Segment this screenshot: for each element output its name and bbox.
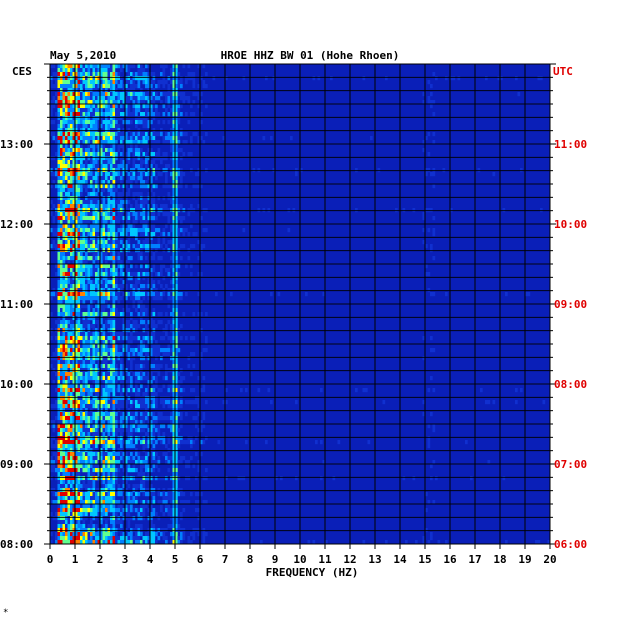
right-tick-label: 08:00 xyxy=(554,378,587,391)
x-tick-label: 14 xyxy=(393,553,407,566)
right-time-axis: 06:00 07:00 08:00 09:00 10:00 11:00 xyxy=(550,63,587,551)
left-tick-label: 08:00 xyxy=(0,538,33,551)
right-axis-label: UTC xyxy=(553,65,573,78)
left-tick-label: 10:00 xyxy=(0,378,33,391)
x-tick-label: 20 xyxy=(543,553,556,566)
x-tick-label: 19 xyxy=(518,553,531,566)
x-axis-label: FREQUENCY (HZ) xyxy=(266,566,359,579)
left-tick-label: 09:00 xyxy=(0,458,33,471)
grid-lines xyxy=(50,63,550,545)
x-tick-label: 7 xyxy=(222,553,229,566)
x-tick-label: 8 xyxy=(247,553,254,566)
chart-title: HROE HHZ BW 01 (Hohe Rhoen) xyxy=(221,49,400,62)
x-tick-label: 2 xyxy=(97,553,104,566)
x-tick-label: 1 xyxy=(72,553,79,566)
left-tick-label: 12:00 xyxy=(0,218,33,231)
right-tick-label: 06:00 xyxy=(554,538,587,551)
x-tick-label: 11 xyxy=(318,553,332,566)
x-tick-label: 16 xyxy=(443,553,457,566)
x-tick-label: 3 xyxy=(122,553,129,566)
x-tick-label: 15 xyxy=(418,553,431,566)
date-label: May 5,2010 xyxy=(50,49,116,62)
corner-mark: * xyxy=(3,608,8,618)
heatmap-cells xyxy=(50,64,550,544)
right-tick-label: 10:00 xyxy=(554,218,587,231)
left-tick-label: 11:00 xyxy=(0,298,33,311)
left-axis-label: CES xyxy=(12,65,32,78)
x-tick-label: 0 xyxy=(47,553,54,566)
x-tick-label: 10 xyxy=(293,553,306,566)
left-time-axis: 08:00 09:00 10:00 11:00 12:00 13:00 xyxy=(0,63,50,551)
x-tick-label: 17 xyxy=(468,553,481,566)
x-tick-label: 13 xyxy=(368,553,381,566)
x-tick-label: 12 xyxy=(343,553,356,566)
left-tick-label: 13:00 xyxy=(0,138,33,151)
right-tick-label: 07:00 xyxy=(554,458,587,471)
x-tick-label: 9 xyxy=(272,553,279,566)
x-tick-label: 6 xyxy=(197,553,204,566)
right-tick-label: 09:00 xyxy=(554,298,587,311)
right-tick-label: 11:00 xyxy=(554,138,587,151)
x-tick-label: 18 xyxy=(493,553,506,566)
x-tick-label: 5 xyxy=(172,553,179,566)
x-tick-label: 4 xyxy=(147,553,154,566)
x-axis: 0 1 2 3 4 5 6 7 8 9 10 11 12 13 14 15 16 17 18 19 20 xyxy=(47,544,557,566)
